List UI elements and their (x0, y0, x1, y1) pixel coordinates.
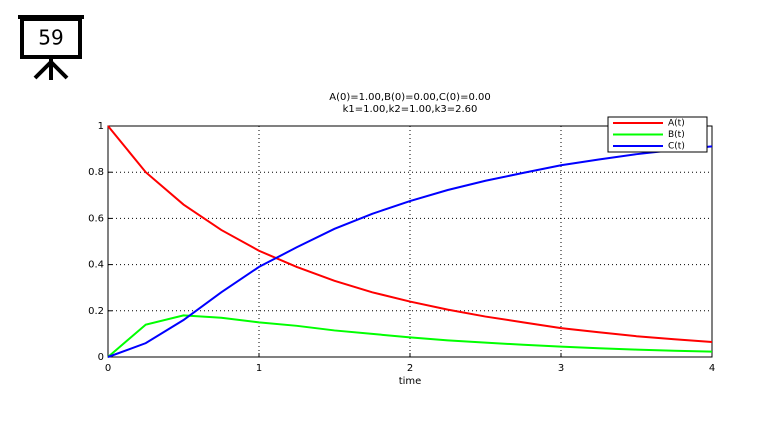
series-line (107, 125, 713, 343)
badge-number: 59 (38, 26, 63, 50)
legend-label: C(t) (668, 142, 685, 152)
series-line (107, 145, 713, 358)
x-tick-label: 4 (709, 363, 715, 374)
icon-leg (49, 60, 69, 80)
plot-frame (107, 125, 713, 358)
x-tick-label: 0 (105, 363, 111, 374)
series-line (107, 314, 713, 358)
x-tick-label: 1 (256, 363, 262, 374)
chart-subtitle: k1=1.00,k2=1.00,k3=2.60 (343, 104, 478, 115)
badge-icon: 59 (18, 15, 84, 80)
y-tick-label: 0.8 (88, 167, 104, 178)
x-tick-label: 2 (407, 363, 413, 374)
icon-leg (33, 60, 53, 80)
chart-title: A(0)=1.00,B(0)=0.00,C(0)=0.00 (329, 92, 490, 103)
y-tick-label: 1 (98, 121, 104, 132)
x-tick-label: 3 (558, 363, 564, 374)
x-axis-label: time (399, 376, 422, 387)
y-tick-label: 0.2 (88, 306, 104, 317)
icon-screen (20, 17, 82, 59)
y-tick-label: 0.4 (88, 260, 104, 271)
legend-label: B(t) (668, 130, 685, 140)
y-tick-label: 0 (98, 352, 104, 363)
legend-label: A(t) (668, 119, 685, 129)
y-tick-label: 0.6 (88, 213, 104, 224)
